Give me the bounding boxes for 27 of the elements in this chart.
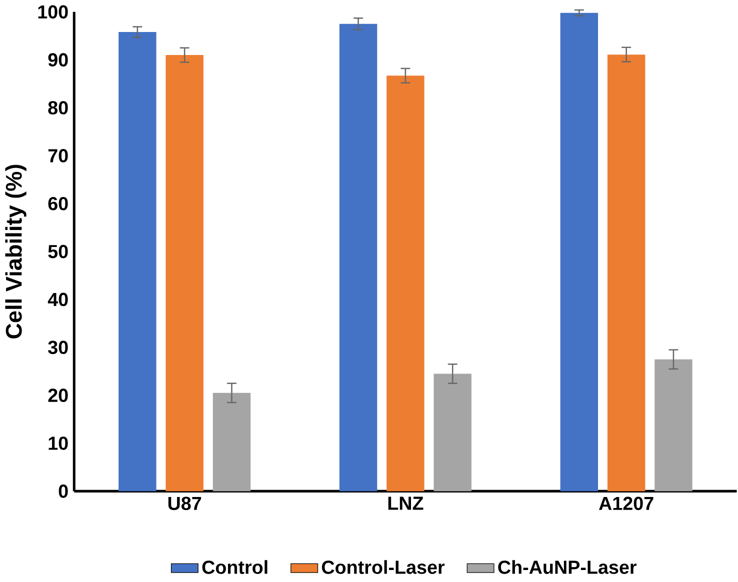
bar bbox=[560, 12, 598, 491]
y-tick-label: 40 bbox=[48, 292, 68, 306]
y-tick-label: 10 bbox=[48, 436, 68, 450]
bar bbox=[212, 392, 251, 491]
y-tick-label: 90 bbox=[48, 52, 68, 66]
bar bbox=[654, 359, 692, 491]
bar bbox=[434, 374, 472, 491]
y-axis-title: Cell Viability (%) bbox=[5, 164, 26, 338]
y-tick-label: 100 bbox=[38, 5, 68, 18]
bar bbox=[386, 75, 424, 491]
bar bbox=[118, 32, 156, 491]
y-tick-label: 50 bbox=[48, 244, 68, 258]
bar bbox=[607, 54, 646, 491]
bar bbox=[166, 54, 204, 491]
x-tick-label: A1207 bbox=[599, 496, 654, 510]
y-tick-label: 20 bbox=[48, 388, 68, 402]
x-tick-label: U87 bbox=[168, 496, 202, 510]
y-tick-label: 80 bbox=[48, 100, 68, 114]
bar bbox=[339, 24, 378, 491]
legend-label: Control bbox=[202, 560, 268, 574]
y-tick-label: 0 bbox=[58, 484, 68, 498]
x-tick-label: LNZ bbox=[388, 496, 424, 510]
y-tick-label: 30 bbox=[48, 340, 68, 354]
legend-label: Control-Laser bbox=[322, 560, 445, 574]
y-tick-label: 60 bbox=[48, 196, 68, 210]
legend-label: Ch-AuNP-Laser bbox=[498, 560, 636, 574]
y-tick-label: 70 bbox=[48, 148, 68, 162]
